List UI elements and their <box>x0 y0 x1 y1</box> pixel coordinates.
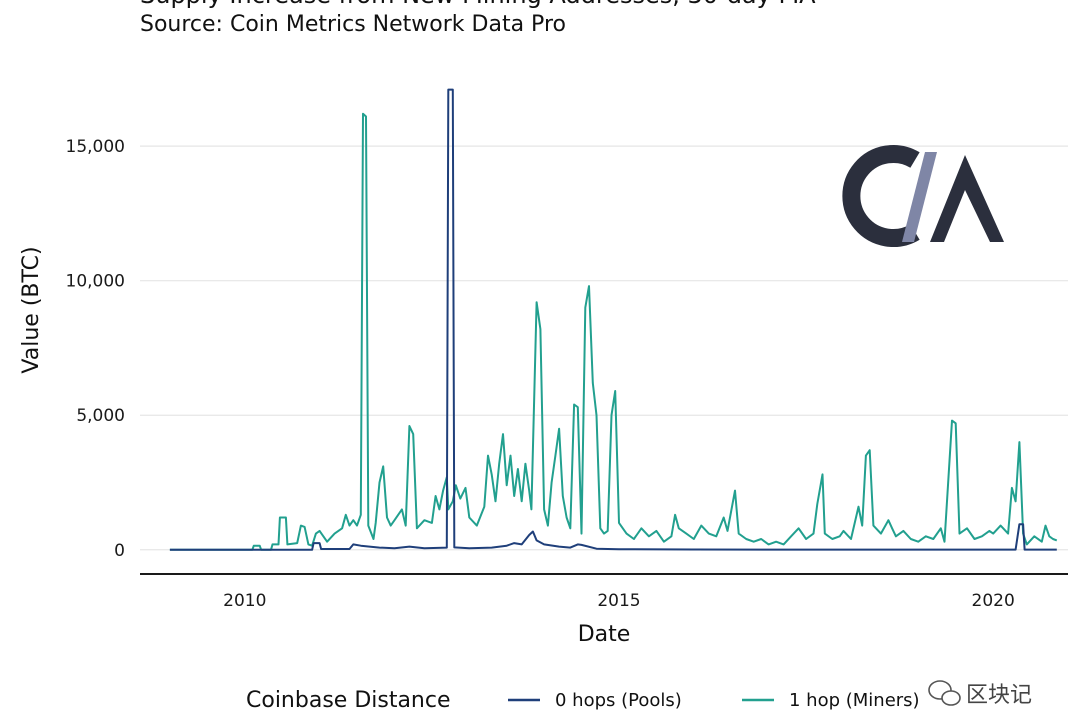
watermark: 区块记 <box>928 680 1032 708</box>
logo-m-mark <box>930 155 1004 242</box>
wechat-icon <box>928 680 961 706</box>
series-line-0-hops-pools <box>169 88 1057 551</box>
legend: Coinbase Distance 0 hops (Pools) 1 hop (… <box>246 688 920 711</box>
series-lines <box>169 88 1058 551</box>
y-axis-title: Value (BTC) <box>19 246 44 373</box>
legend-label-miners: 1 hop (Miners) <box>789 690 920 711</box>
cm-logo <box>842 145 1004 247</box>
logo-c-mark <box>842 145 920 247</box>
chart-title: Supply Increase from New Mining Addresse… <box>140 0 816 9</box>
x-axis-title: Date <box>578 622 631 647</box>
y-tick-label: 15,000 <box>66 137 125 157</box>
y-tick-label: 0 <box>114 541 125 561</box>
legend-label-pools: 0 hops (Pools) <box>555 690 682 711</box>
axes: 2010 2015 2020 <box>140 573 1068 611</box>
y-tick-label: 5,000 <box>76 406 125 426</box>
x-tick-label: 2020 <box>972 591 1015 611</box>
logo-slash-mark <box>902 152 937 242</box>
x-tick-label: 2015 <box>597 591 640 611</box>
chart-subtitle: Source: Coin Metrics Network Data Pro <box>140 12 566 37</box>
legend-heading: Coinbase Distance <box>246 688 451 711</box>
series-line-1-hop-miners <box>169 112 1058 551</box>
x-tick-label: 2010 <box>223 591 266 611</box>
watermark-text: 区块记 <box>966 683 1032 708</box>
y-tick-label: 10,000 <box>66 272 125 292</box>
